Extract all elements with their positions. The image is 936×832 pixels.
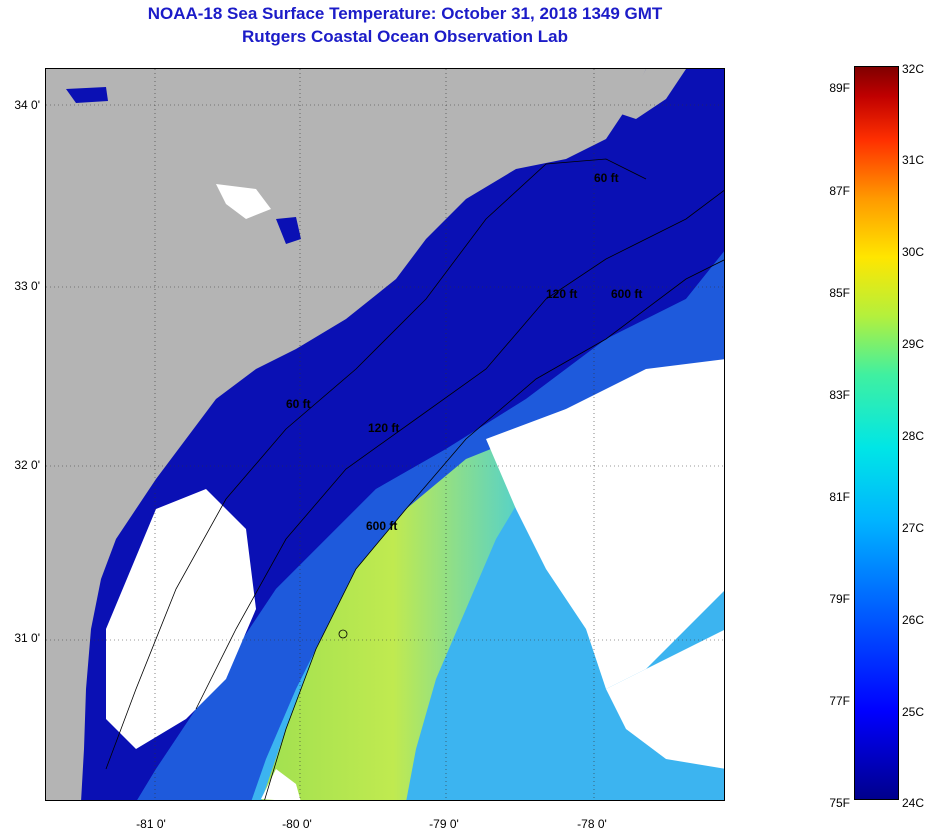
colorbar-label-32c: 32C xyxy=(902,62,925,76)
lon-label-81: -81 0' xyxy=(136,817,166,831)
contour-label-60ft: 60 ft xyxy=(286,397,311,411)
lat-label-31: 31 0' xyxy=(14,631,40,645)
contour-600ft xyxy=(264,259,724,800)
colorbar-label-77f: 77F xyxy=(829,694,850,708)
colorbar-label-87f: 87F xyxy=(829,184,850,198)
colorbar-label-26c: 26C xyxy=(902,613,925,627)
cloud-mask xyxy=(106,184,724,800)
colorbar-label-25c: 25C xyxy=(902,705,925,719)
lon-label-78: -78 0' xyxy=(577,817,607,831)
map-subtitle: Rutgers Coastal Ocean Observation Lab xyxy=(242,27,568,46)
mid-shelf-water xyxy=(137,251,724,800)
lat-label-32: 32 0' xyxy=(14,458,40,472)
graticule xyxy=(46,69,724,800)
contour-120ft xyxy=(195,190,724,710)
colorbar-label-28c: 28C xyxy=(902,429,925,443)
lat-label-34: 34 0' xyxy=(14,98,40,112)
contour-60ft xyxy=(105,158,647,770)
sst-map-canvas xyxy=(46,69,724,800)
inland-water xyxy=(66,87,301,244)
colorbar-label-30c: 30C xyxy=(902,245,925,259)
land xyxy=(46,69,646,800)
contour-label-60ft-north: 60 ft xyxy=(594,171,619,185)
colorbar-label-85f: 85F xyxy=(829,286,850,300)
map-title: NOAA-18 Sea Surface Temperature: October… xyxy=(147,4,663,23)
temperature-colorbar xyxy=(854,66,899,800)
contour-label-600ft: 600 ft xyxy=(366,519,398,533)
colorbar-label-81f: 81F xyxy=(829,490,850,504)
colorbar-label-31c: 31C xyxy=(902,153,925,167)
lon-label-79: -79 0' xyxy=(429,817,459,831)
gulf-stream xyxy=(261,439,526,800)
lat-label-33: 33 0' xyxy=(14,279,40,293)
contour-label-120ft-north: 120 ft xyxy=(546,287,578,301)
contour-label-600ft-north: 600 ft xyxy=(611,287,643,301)
colorbar-label-83f: 83F xyxy=(829,388,850,402)
colorbar-label-79f: 79F xyxy=(829,592,850,606)
colorbar-label-29c: 29C xyxy=(902,337,925,351)
colorbar-label-75f: 75F xyxy=(829,796,850,810)
colorbar-label-24c: 24C xyxy=(902,796,925,810)
land-cape-north xyxy=(621,69,686,119)
sst-map: 60 ft 120 ft 600 ft 60 ft 120 ft 600 ft xyxy=(45,68,725,801)
contour-label-120ft: 120 ft xyxy=(368,421,400,435)
colorbar-label-89f: 89F xyxy=(829,81,850,95)
lon-label-80: -80 0' xyxy=(282,817,312,831)
depth-contours xyxy=(105,158,724,800)
colorbar-label-27c: 27C xyxy=(902,521,925,535)
